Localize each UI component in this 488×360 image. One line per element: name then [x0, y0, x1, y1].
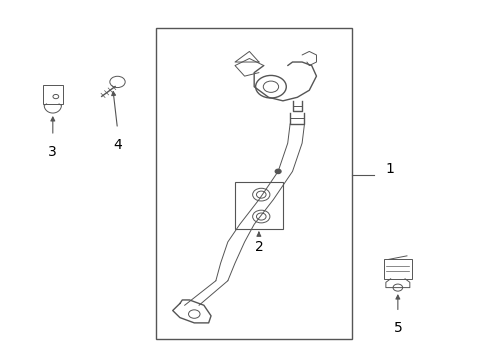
Text: 2: 2	[254, 240, 263, 254]
Text: 3: 3	[48, 145, 57, 159]
Text: 4: 4	[113, 138, 122, 152]
Text: 1: 1	[385, 162, 394, 176]
Bar	[42, 85, 63, 104]
Bar	[156, 28, 351, 339]
Bar	[234, 182, 282, 229]
Circle shape	[275, 169, 281, 174]
Text: 5: 5	[393, 321, 402, 335]
Bar	[383, 259, 411, 279]
